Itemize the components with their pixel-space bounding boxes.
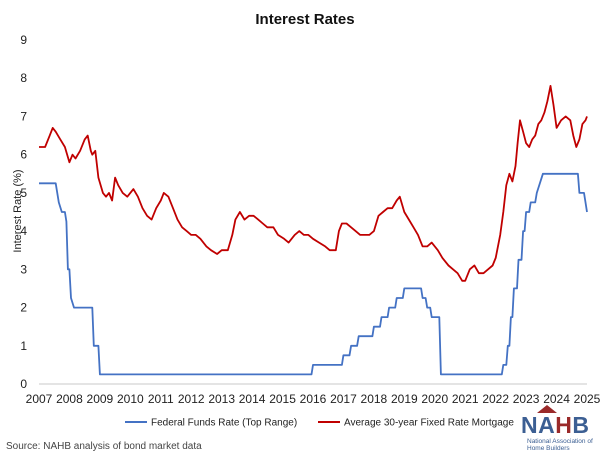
- nahb-logo: NAHB National Association of Home Builde…: [521, 405, 607, 460]
- x-tick-label: 2018: [361, 392, 388, 406]
- series-line-federal-funds-rate: [39, 172, 588, 376]
- x-tick-label: 2020: [421, 392, 448, 406]
- y-tick-label: 1: [20, 339, 27, 353]
- x-tick-label: 2024: [543, 392, 570, 406]
- x-tick-label: 2016: [300, 392, 327, 406]
- logo-letter: B: [572, 412, 590, 438]
- y-axis-ticks: 0 1 2 3 4 5 6 7 8 9: [20, 33, 27, 391]
- logo-letter: N: [521, 412, 539, 438]
- y-tick-label: 0: [20, 377, 27, 391]
- series-lines: [39, 85, 588, 376]
- x-tick-label: 2017: [330, 392, 357, 406]
- x-tick-label: 2023: [513, 392, 540, 406]
- legend-label: Federal Funds Rate (Top Range): [151, 418, 297, 429]
- legend-label: Average 30-year Fixed Rate Mortgage: [344, 418, 514, 429]
- logo-wordmark: NAHB: [521, 412, 590, 439]
- y-tick-label: 3: [20, 262, 27, 276]
- y-tick-label: 6: [20, 148, 27, 162]
- y-axis-label: Interest Rate (%): [12, 169, 24, 252]
- x-tick-label: 2011: [148, 392, 174, 406]
- logo-letter: H: [555, 412, 573, 438]
- x-tick-label: 2021: [452, 392, 479, 406]
- x-tick-label: 2009: [87, 392, 114, 406]
- x-tick-label: 2008: [56, 392, 83, 406]
- x-tick-label: 2013: [208, 392, 235, 406]
- logo-subtitle: National Association of Home Builders: [527, 438, 593, 452]
- house-roof-icon: [537, 405, 557, 413]
- x-tick-label: 2025: [574, 392, 601, 406]
- x-axis-ticks: 2007 2008 2009 2010 2011 2012 2013 2014 2015 2016…: [26, 392, 601, 406]
- y-tick-label: 2: [20, 301, 27, 315]
- x-tick-label: 2014: [239, 392, 266, 406]
- x-tick-label: 2007: [26, 392, 53, 406]
- source-note: Source: NAHB analysis of bond market dat…: [6, 441, 202, 452]
- x-tick-label: 2022: [482, 392, 509, 406]
- y-tick-label: 9: [20, 33, 27, 47]
- logo-letter: A: [538, 412, 556, 438]
- x-tick-label: 2019: [391, 392, 418, 406]
- x-tick-label: 2012: [178, 392, 205, 406]
- y-tick-label: 8: [20, 71, 27, 85]
- y-tick-label: 7: [20, 109, 27, 123]
- y-tick-label: 5: [20, 186, 27, 200]
- y-tick-label: 4: [20, 224, 27, 238]
- chart-title: Interest Rates: [255, 11, 354, 28]
- x-tick-label: 2010: [117, 392, 144, 406]
- x-tick-label: 2015: [269, 392, 296, 406]
- series-line-30yr-mortgage-rate: [39, 85, 588, 282]
- legend: Federal Funds Rate (Top Range) Average 30…: [125, 418, 514, 429]
